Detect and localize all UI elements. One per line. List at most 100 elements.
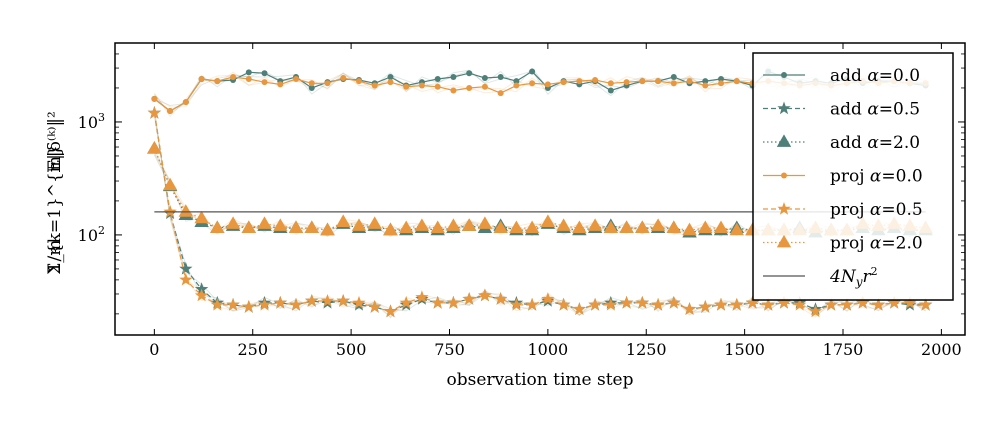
data-point [304,220,319,233]
data-point [497,90,504,97]
data-point [718,80,725,87]
data-point [745,295,760,309]
legend-label: proj α=0.0 [830,167,923,187]
data-point [698,300,712,313]
data-point [198,76,205,83]
data-point [336,294,350,307]
y-tick-label: 103 [78,111,105,132]
legend-label: proj α=0.5 [830,200,923,220]
data-point [226,297,240,311]
data-point [698,220,713,233]
data-point [430,220,445,233]
data-point [919,297,933,311]
data-point [431,295,445,309]
data-point [163,204,177,218]
data-point [340,74,347,81]
data-point [840,297,854,311]
data-point [793,297,807,311]
data-point [288,220,304,233]
data-point [147,106,161,119]
x-tick-label: 1250 [626,340,667,359]
data-point [587,218,603,231]
legend-item: add α=0.0 [763,66,920,86]
data-point [513,78,520,85]
data-point [856,295,870,309]
data-point [682,302,697,315]
data-point [481,74,488,81]
data-point [293,76,300,83]
data-point [230,74,237,81]
data-point [418,82,425,89]
data-point [383,304,398,318]
data-point [576,78,583,85]
data-point [245,76,252,83]
data-point [650,218,666,231]
data-point [352,295,366,309]
x-tick-label: 1000 [528,340,569,359]
y-axis-label: 1/m Σ_{k=1}^{m} 𝔼‖δ⁽ᵏ⁾‖² [45,111,65,275]
legend-item: add α=0.5 [763,100,920,120]
data-point [387,74,394,81]
data-point [289,297,303,311]
data-point [607,87,614,94]
data-point [414,218,430,231]
data-point [415,290,429,303]
data-point [277,81,284,88]
data-point [639,78,646,85]
legend-item: proj α=2.0 [763,234,923,254]
legend-label: add α=0.5 [830,100,920,120]
data-point [494,292,508,305]
data-point [714,297,728,311]
data-point [670,80,677,87]
data-point [667,295,681,309]
data-point [666,220,681,233]
x-axis-label: observation time step [447,370,634,390]
series-line [153,148,926,231]
data-point [308,84,315,91]
data-point [478,288,492,302]
data-point [509,297,524,311]
data-point [351,218,367,231]
data-point [592,77,599,84]
data-point [808,304,823,318]
y-axis-label-frac: 1/m [45,240,65,273]
data-point [497,74,504,81]
data-point [367,216,382,229]
data-point [556,297,571,311]
data-point [179,261,193,275]
data-point [871,297,886,311]
data-point [355,78,362,85]
data-point [241,220,256,233]
data-point [383,222,398,236]
data-point [403,83,410,90]
data-point [509,220,524,233]
y-axis-label-sum: Σ_{k=1}^{m} [45,145,65,275]
data-point [242,300,256,313]
data-point [623,79,630,86]
data-point [214,78,221,85]
legend-item: proj α=0.0 [763,167,923,187]
data-point [399,295,413,309]
legend-marker [776,234,792,248]
data-point [619,295,634,309]
series-4 [147,106,933,318]
data-point [320,294,335,307]
data-point [225,216,241,229]
data-point [261,70,268,77]
data-point [702,78,709,85]
data-point [635,295,649,309]
data-point [556,218,571,231]
data-point [481,83,488,90]
legend-label: add α=2.0 [830,133,920,153]
data-point [320,222,335,236]
data-point [903,295,917,309]
data-point [399,220,414,233]
data-point [607,80,614,87]
legend: add α=0.0 add α=0.5 add α=2.0 proj α=0.0 pro… [752,52,954,301]
data-point [466,84,473,91]
data-point [257,216,272,229]
data-point [733,78,740,85]
data-point [387,79,394,86]
data-point [308,80,315,87]
